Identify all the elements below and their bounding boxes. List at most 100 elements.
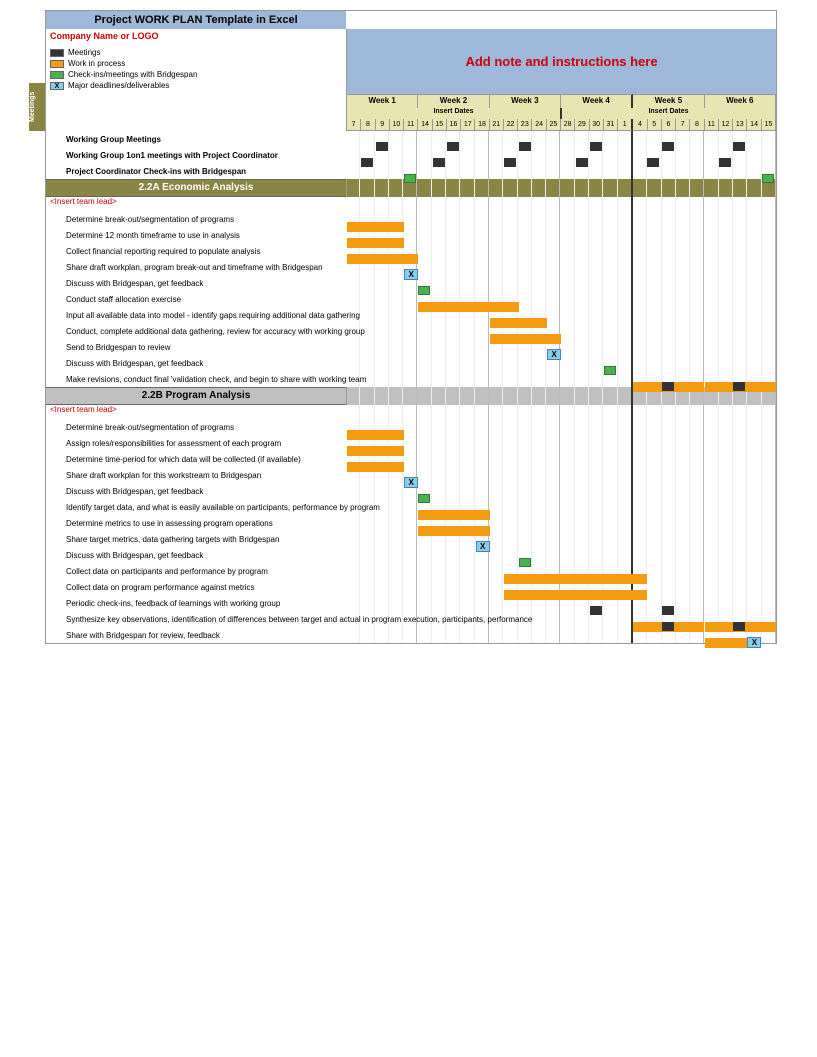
bar-checkin <box>762 174 774 183</box>
bar-deliverable: X <box>747 637 761 648</box>
task-label: Share target metrics, data gathering tar… <box>46 535 346 544</box>
task-row: Assign roles/responsibilities for assess… <box>46 435 776 451</box>
week-header: Week 1 <box>347 94 418 108</box>
legend: MeetingsWork in processCheck-ins/meeting… <box>50 47 342 91</box>
bar-meeting <box>733 142 745 151</box>
bar-work-in-process <box>347 430 404 440</box>
task-row: Identify target data, and what is easily… <box>46 499 776 515</box>
task-label: Collect data on program performance agai… <box>46 583 346 592</box>
date-cell: 7 <box>676 119 690 131</box>
task-row: Share target metrics, data gathering tar… <box>46 531 776 547</box>
task-label: Collect data on participants and perform… <box>46 567 346 576</box>
date-cell: 9 <box>376 119 390 131</box>
task-label: Periodic check-ins, feedback of learning… <box>46 599 346 608</box>
task-label: Assign roles/responsibilities for assess… <box>46 439 346 448</box>
date-cell: 7 <box>347 119 361 131</box>
bar-checkin <box>404 174 416 183</box>
task-row: Determine metrics to use in assessing pr… <box>46 515 776 531</box>
legend-item: Work in process <box>50 58 342 69</box>
gantt-body: Meetings Working Group MeetingsWorking G… <box>46 131 776 643</box>
date-cell: 18 <box>475 119 489 131</box>
task-label: Identify target data, and what is easily… <box>46 503 346 512</box>
task-label: Discuss with Bridgespan, get feedback <box>46 359 346 368</box>
team-lead: <Insert team lead> <box>46 405 776 419</box>
bar-work-in-process <box>490 334 561 344</box>
date-cell: 21 <box>490 119 504 131</box>
bar-deliverable: X <box>547 349 561 360</box>
task-row: Collect data on program performance agai… <box>46 579 776 595</box>
task-row: Discuss with Bridgespan, get feedback <box>46 355 776 371</box>
task-label: Conduct, complete additional data gather… <box>46 327 346 336</box>
week-labels: Week 1Week 2Week 3Week 4Week 5Week 6 <box>46 94 776 108</box>
bar-work-in-process <box>490 318 547 328</box>
task-row: Conduct staff allocation exercise <box>46 291 776 307</box>
task-row: Share draft workplan for this workstream… <box>46 467 776 483</box>
week-header: Week 4 <box>561 94 633 108</box>
bar-work-in-process <box>347 462 404 472</box>
task-label: Synthesize key observations, identificat… <box>46 615 346 624</box>
task-label: Determine break-out/segmentation of prog… <box>46 423 346 432</box>
date-cell: 24 <box>532 119 546 131</box>
task-label: Working Group 1on1 meetings with Project… <box>46 151 346 160</box>
task-row: Determine time-period for which data wil… <box>46 451 776 467</box>
date-cell: 11 <box>705 119 719 131</box>
bar-checkin <box>418 494 430 503</box>
date-cell: 1 <box>618 119 633 131</box>
bar-checkin <box>604 366 616 375</box>
task-row: Send to Bridgespan to reviewX <box>46 339 776 355</box>
task-label: Discuss with Bridgespan, get feedback <box>46 487 346 496</box>
bar-checkin <box>519 558 531 567</box>
legend-item: Meetings <box>50 47 342 58</box>
date-cell: 31 <box>604 119 618 131</box>
sections: 2.2A Economic Analysis<Insert team lead>… <box>46 179 776 643</box>
bar-meeting <box>733 622 745 631</box>
date-cell: 30 <box>590 119 604 131</box>
date-cell: 5 <box>648 119 662 131</box>
week-header: Week 3 <box>490 94 561 108</box>
week-header: Week 2 <box>418 94 489 108</box>
task-label: Share with Bridgespan for review, feedba… <box>46 631 346 640</box>
date-cell: 4 <box>633 119 647 131</box>
bar-deliverable: X <box>404 477 418 488</box>
task-label: Determine time-period for which data wil… <box>46 455 346 464</box>
bar-meeting <box>590 142 602 151</box>
task-row: Determine 12 month timeframe to use in a… <box>46 227 776 243</box>
bar-meeting <box>433 158 445 167</box>
bar-work-in-process <box>705 638 748 648</box>
date-cell: 28 <box>561 119 575 131</box>
bar-meeting <box>662 142 674 151</box>
date-cell: 14 <box>747 119 761 131</box>
legend-label: Work in process <box>68 58 125 69</box>
legend-label: Meetings <box>68 47 100 58</box>
date-cell: 10 <box>390 119 404 131</box>
team-lead: <Insert team lead> <box>46 197 776 211</box>
meeting-row: Project Coordinator Check-ins with Bridg… <box>46 163 776 179</box>
task-label: Share draft workplan, program break-out … <box>46 263 346 272</box>
bar-meeting <box>447 142 459 151</box>
task-label: Share draft workplan for this workstream… <box>46 471 346 480</box>
legend-item: XMajor deadlines/deliverables <box>50 80 342 91</box>
date-cell: 15 <box>762 119 776 131</box>
title-bar: Project WORK PLAN Template in Excel <box>46 11 346 29</box>
header-row: Company Name or LOGO MeetingsWork in pro… <box>46 29 776 94</box>
bar-work-in-process <box>347 238 404 248</box>
bar-work-in-process <box>418 510 489 520</box>
bar-meeting <box>662 382 674 391</box>
week-header: Week 6 <box>705 94 776 108</box>
date-row: 7891011141516171821222324252829303114567… <box>46 119 776 131</box>
legend-swatch <box>50 49 64 57</box>
legend-swatch <box>50 60 64 68</box>
legend-swatch: X <box>50 82 64 90</box>
bar-meeting <box>733 382 745 391</box>
bar-deliverable: X <box>404 269 418 280</box>
bar-meeting <box>376 142 388 151</box>
company-name: Company Name or LOGO <box>50 31 342 41</box>
meetings-side-label: Meetings <box>29 83 45 131</box>
date-cell: 29 <box>575 119 589 131</box>
bar-work-in-process <box>418 302 518 312</box>
meetings-block: Meetings Working Group MeetingsWorking G… <box>46 131 776 179</box>
bar-work-in-process <box>347 222 404 232</box>
task-row: Collect data on participants and perform… <box>46 563 776 579</box>
date-cell: 15 <box>433 119 447 131</box>
bar-meeting <box>719 158 731 167</box>
